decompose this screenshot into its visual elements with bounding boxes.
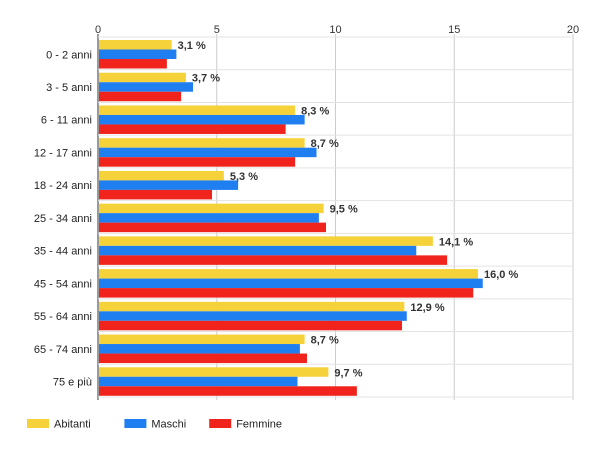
bar-abitanti-3 [99, 138, 305, 148]
y-tick-label: 35 - 44 anni [34, 246, 92, 258]
legend-swatch-femmine [209, 419, 232, 428]
bar-femmine-8 [99, 320, 402, 331]
data-label: 16,0 % [484, 269, 518, 281]
y-tick-label: 0 - 2 anni [46, 49, 92, 61]
data-label: 8,7 % [311, 138, 339, 150]
bar-abitanti-1 [99, 72, 186, 83]
x-tick-label: 10 [329, 24, 341, 36]
data-label: 8,7 % [311, 335, 339, 347]
bar-abitanti-7 [99, 269, 478, 279]
bar-femmine-7 [99, 288, 474, 298]
bar-abitanti-6 [99, 236, 433, 246]
bar-abitanti-10 [99, 367, 329, 377]
legend-label-maschi: Maschi [151, 419, 186, 431]
data-label: 5,3 % [230, 171, 258, 183]
legend-label-abitanti: Abitanti [54, 419, 91, 431]
y-tick-label: 18 - 24 anni [34, 180, 92, 192]
bar-femmine-4 [99, 189, 212, 200]
y-tick-label: 12 - 17 anni [34, 147, 92, 159]
y-tick-label: 75 e più [53, 377, 92, 389]
bar-abitanti-0 [99, 40, 172, 50]
x-tick-label: 5 [214, 24, 220, 36]
gridlines [97, 34, 574, 400]
data-labels: 3,1 % 3,7 % 8,3 % 8,7 % 5,3 % 9,5 % 14,1 % 16,0… [178, 40, 519, 379]
y-tick-label: 55 - 64 anni [34, 311, 92, 323]
bar-maschi-1 [99, 82, 193, 92]
bar-femmine-2 [99, 124, 286, 134]
y-tick-label: 3 - 5 anni [46, 82, 92, 94]
data-label: 9,7 % [334, 367, 362, 379]
bar-maschi-8 [99, 311, 407, 321]
data-label: 8,3 % [301, 105, 329, 117]
bar-femmine-10 [99, 386, 357, 396]
x-tick-label: 0 [95, 24, 101, 36]
bar-femmine-0 [99, 59, 167, 69]
bar-maschi-0 [99, 49, 177, 59]
y-tick-label: 25 - 34 anni [34, 213, 92, 225]
data-label: 3,1 % [178, 40, 206, 52]
bar-abitanti-8 [99, 301, 405, 312]
bar-abitanti-5 [99, 203, 324, 214]
bar-maschi-7 [99, 278, 483, 289]
legend-label-femmine: Femmine [236, 419, 282, 431]
y-tick-label: 45 - 54 anni [34, 278, 92, 290]
bar-femmine-1 [99, 91, 182, 102]
x-tick-label: 20 [567, 24, 579, 36]
data-label: 12,9 % [410, 302, 444, 314]
bar-abitanti-9 [99, 334, 305, 345]
legend: Abitanti Maschi Femmine [27, 419, 282, 431]
tick-labels: 0 5 10 15 20 0 - 2 anni 3 - 5 anni 6 - 11 anni 1… [34, 24, 579, 389]
bar-maschi-9 [99, 344, 300, 354]
bar-maschi-3 [99, 147, 317, 158]
bar-femmine-5 [99, 222, 326, 233]
bar-maschi-6 [99, 245, 417, 256]
bar-abitanti-2 [99, 105, 296, 115]
legend-swatch-maschi [124, 419, 147, 428]
bar-maschi-5 [99, 213, 319, 223]
bar-maschi-2 [99, 114, 305, 125]
bars [99, 40, 483, 396]
y-tick-label: 6 - 11 anni [41, 115, 92, 127]
y-tick-label: 65 - 74 anni [34, 344, 92, 356]
bar-femmine-6 [99, 255, 448, 265]
bar-femmine-9 [99, 353, 307, 364]
data-label: 3,7 % [192, 73, 220, 85]
bar-maschi-10 [99, 376, 298, 387]
data-label: 9,5 % [330, 204, 358, 216]
bar-femmine-3 [99, 157, 296, 167]
bar-maschi-4 [99, 180, 239, 190]
data-label: 14,1 % [439, 236, 473, 248]
bar-abitanti-4 [99, 170, 224, 181]
x-tick-label: 15 [448, 24, 460, 36]
legend-swatch-abitanti [27, 419, 49, 428]
